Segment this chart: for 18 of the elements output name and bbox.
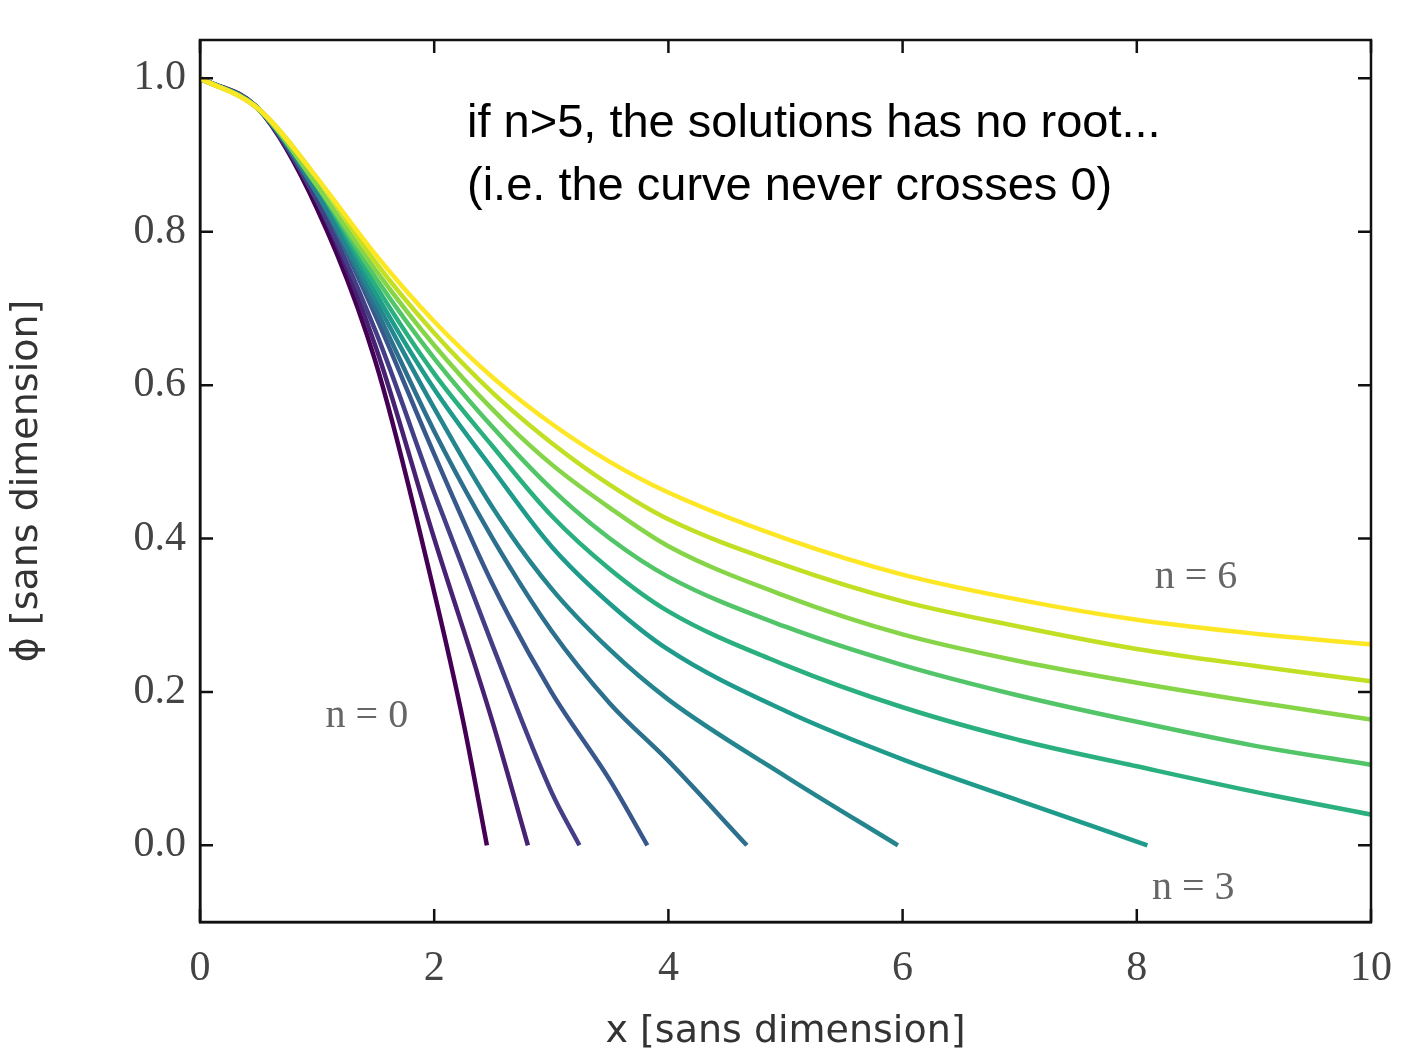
- x-tick-label: 0: [189, 943, 211, 990]
- series-label: n = 0: [325, 690, 409, 736]
- x-axis-title: x [sans dimension]: [605, 1007, 966, 1052]
- x-tick-label: 2: [423, 943, 445, 990]
- annotation: if n>5, the solutions has no root... (i.e. the curve never crosses 0): [466, 94, 1161, 210]
- y-tick-label: 0.0: [133, 819, 186, 866]
- series-label: n = 6: [1154, 551, 1238, 597]
- y-tick-label: 0.2: [133, 665, 186, 712]
- x-tick-label: 4: [657, 943, 679, 990]
- y-tick-label: 0.8: [133, 205, 186, 252]
- x-tick-label: 8: [1126, 943, 1148, 990]
- y-tick-label: 1.0: [133, 52, 186, 99]
- x-tick-label: 6: [892, 943, 914, 990]
- y-axis-title: ϕ [sans dimension]: [1, 299, 46, 663]
- y-tick-label: 0.6: [133, 359, 186, 406]
- y-tick-label: 0.4: [133, 512, 186, 559]
- series-label: n = 3: [1152, 862, 1235, 908]
- x-tick-label: 10: [1350, 943, 1392, 990]
